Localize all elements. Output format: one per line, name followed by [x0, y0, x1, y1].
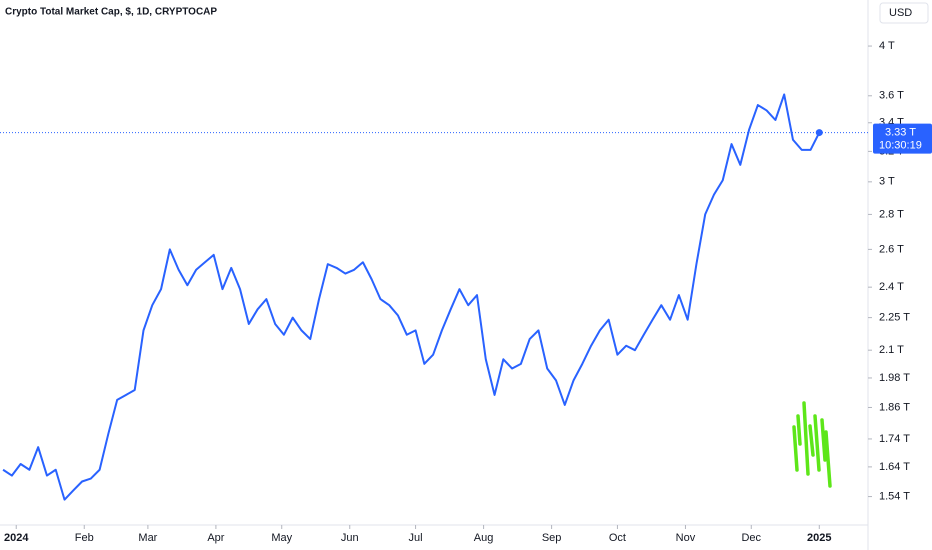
y-tick-label: 3.6 T	[879, 90, 904, 102]
y-tick-label: 1.54 T	[879, 490, 910, 502]
x-tick-label: Sep	[542, 532, 562, 544]
y-tick-label: 2.4 T	[879, 281, 904, 293]
x-tick-label: Jul	[409, 532, 423, 544]
y-tick-label: 1.74 T	[879, 433, 910, 445]
x-tick-label: 2024	[4, 532, 29, 544]
price-line	[2, 93, 821, 501]
currency-button[interactable]	[879, 2, 929, 24]
x-tick-label: Dec	[741, 532, 761, 544]
y-tick-label: 1.86 T	[879, 401, 910, 413]
y-tick-label: 3 T	[879, 176, 895, 188]
x-tick-label: Aug	[474, 532, 494, 544]
logo	[792, 401, 832, 488]
last-price-label: 3.33 T	[885, 126, 916, 138]
last-price-box	[873, 123, 932, 154]
y-tick-label: 1.98 T	[879, 372, 910, 384]
y-tick-label: 2.6 T	[879, 243, 904, 255]
x-tick-label: Apr	[207, 532, 224, 544]
y-tick-label: 4 T	[879, 40, 895, 52]
currency-label[interactable]: USD	[889, 7, 912, 19]
last-price-dot	[815, 129, 823, 137]
x-tick-label: Feb	[75, 532, 94, 544]
y-tick-label: 1.64 T	[879, 461, 910, 473]
x-tick-label: Nov	[676, 532, 696, 544]
x-tick-label: Oct	[609, 532, 626, 544]
x-tick-label: Mar	[138, 532, 157, 544]
countdown-label: 10:30:19	[879, 139, 922, 151]
x-tick-label: Jun	[341, 532, 359, 544]
y-tick-label: 2.1 T	[879, 344, 904, 356]
y-tick-label: 2.25 T	[879, 312, 910, 324]
x-tick-label: 2025	[807, 532, 831, 544]
y-tick-label: 2.8 T	[879, 208, 904, 220]
chart-title: Crypto Total Market Cap, $, 1D, CRYPTOCA…	[5, 7, 217, 18]
x-tick-label: May	[271, 532, 292, 544]
